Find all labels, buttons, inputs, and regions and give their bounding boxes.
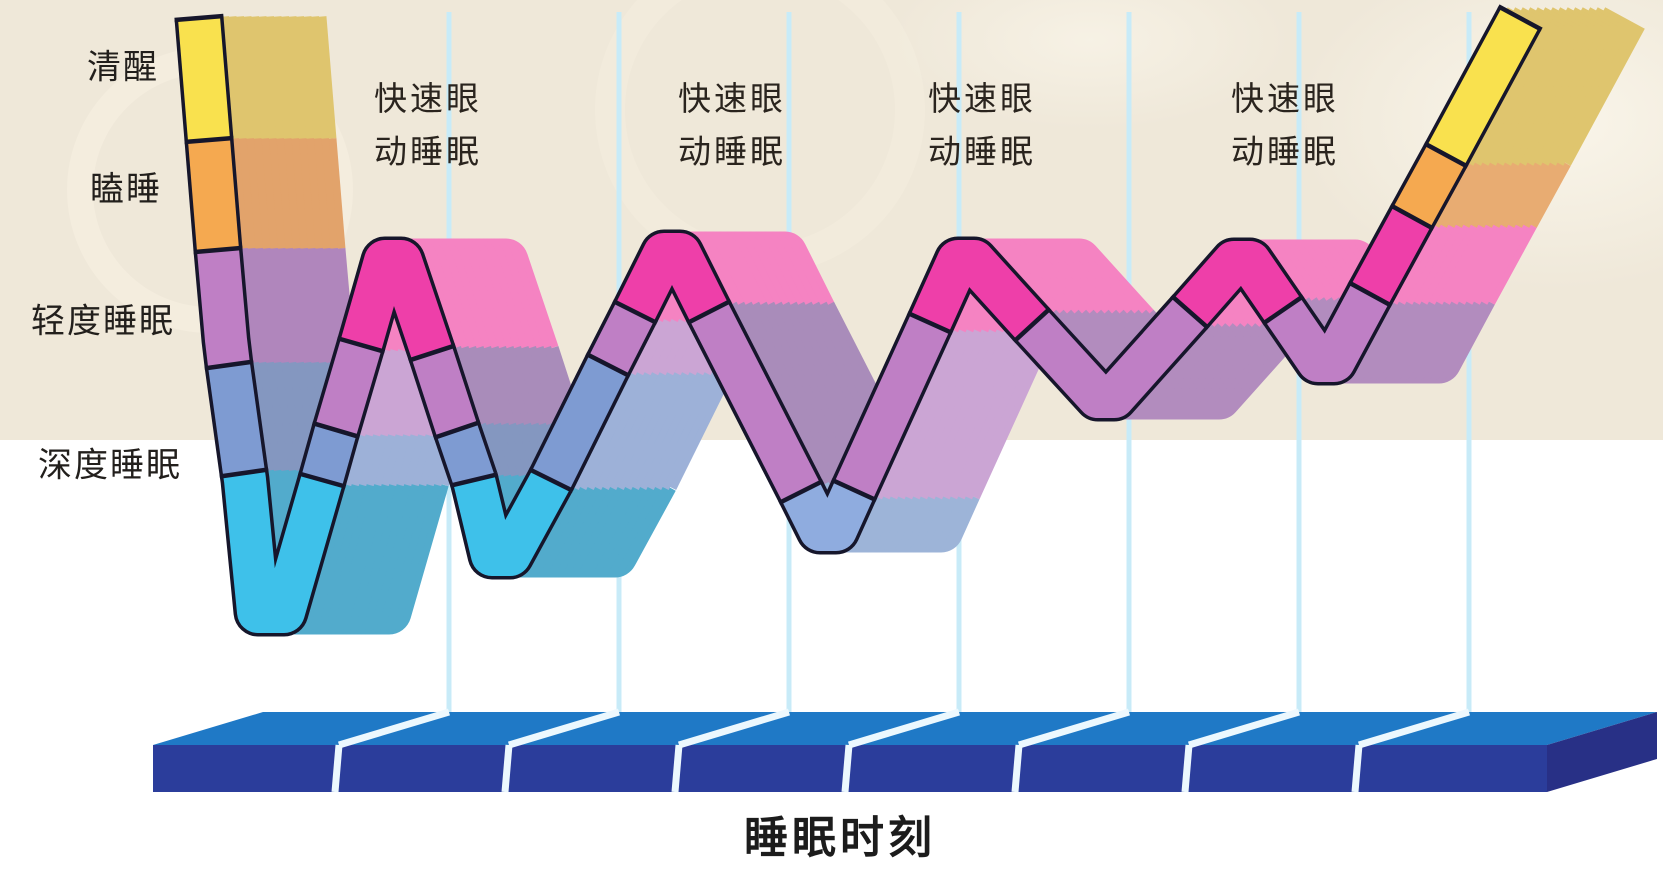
platform-segment-gap xyxy=(841,744,853,793)
rem-label-2-line1: 快速眼 xyxy=(678,81,786,118)
stage-label-light-sleep: 轻度睡眠 xyxy=(31,303,175,341)
stage-boundary-tick xyxy=(184,135,234,145)
ribbon-segment-light xyxy=(315,339,382,436)
ribbon-segment-deep-light xyxy=(782,481,874,551)
platform-segment-gap xyxy=(677,708,791,749)
light-glow xyxy=(890,0,1290,130)
ribbon-segment-awake xyxy=(1427,8,1539,165)
stage-boundary-tick xyxy=(433,419,481,441)
stage-boundary-tick xyxy=(408,343,456,363)
stage-boundary-tick xyxy=(1347,280,1393,308)
stage-boundary-tick xyxy=(1170,294,1210,330)
ribbon-segment-rem xyxy=(340,240,452,360)
stage-boundary-tick xyxy=(1423,141,1469,169)
stage-boundary-tick xyxy=(193,245,243,255)
ribbon-segment-rem xyxy=(1351,206,1431,305)
ribbon-segment-transition xyxy=(437,423,494,487)
ribbon-segment-rem xyxy=(616,233,728,322)
platform-segment-gap xyxy=(1357,708,1471,749)
stage-boundary-tick xyxy=(1012,306,1052,344)
platform-segment-gap xyxy=(507,708,621,749)
stage-boundary-tick xyxy=(1389,203,1435,231)
stage-boundary-tick xyxy=(612,299,658,325)
ribbon-segment-light xyxy=(412,346,477,437)
rem-label-4-line1: 快速眼 xyxy=(1231,81,1339,118)
stage-label-awake: 清醒 xyxy=(87,50,159,87)
platform-segment-gap xyxy=(1181,744,1193,793)
stage-boundary-tick xyxy=(219,467,269,479)
stage-boundary-tick xyxy=(297,471,347,489)
ribbon-segment-transition xyxy=(208,362,265,476)
stage-boundary-tick xyxy=(830,477,878,503)
ribbon-segment-light xyxy=(690,302,820,502)
stage-boundary-tick xyxy=(204,359,254,371)
rem-label-1-line1: 快速眼 xyxy=(374,81,482,118)
stage-label-drowsy: 瞌睡 xyxy=(90,172,162,209)
rem-label-2-line2: 动睡眠 xyxy=(678,135,786,171)
stage-boundary-tick xyxy=(585,351,631,379)
rem-label-3-line1: 快速眼 xyxy=(928,81,1036,118)
ribbon-segment-awake xyxy=(178,16,230,142)
stage-boundary-tick xyxy=(686,298,732,326)
stage-boundary-tick xyxy=(336,336,386,354)
ribbon-segment-rem xyxy=(1174,241,1301,326)
ribbon-segment-deep xyxy=(453,469,570,576)
stage-boundary-tick xyxy=(906,310,954,336)
platform-segment-gap xyxy=(1187,708,1301,749)
rem-label-1-line2: 动睡眠 xyxy=(374,135,482,171)
platform-segment-gap xyxy=(501,744,513,793)
ribbon-segment-light xyxy=(589,302,654,375)
rem-label-3-line2: 动睡眠 xyxy=(928,135,1036,171)
ribbon-segment-deep xyxy=(223,459,343,633)
ribbon-segment-light xyxy=(1016,298,1206,418)
rem-label-4-line2: 动睡眠 xyxy=(1231,135,1339,171)
stage-boundary-tick xyxy=(449,472,499,488)
ribbon-segment-transition xyxy=(301,424,357,486)
stage-boundary-tick xyxy=(1497,4,1543,32)
platform-segment-gap xyxy=(1351,744,1363,793)
platform-segment-gap xyxy=(1017,708,1131,749)
ribbon-segment-transition xyxy=(532,355,627,490)
platform-segment-gap xyxy=(331,744,343,793)
x-axis-title: 睡眠时刻 xyxy=(744,814,936,863)
stage-boundary-tick xyxy=(174,13,224,23)
platform-segment-gap xyxy=(847,708,961,749)
platform-segment-gap xyxy=(1011,744,1023,793)
ribbon-segment-drowsy xyxy=(188,138,239,252)
ribbon-segment-light xyxy=(197,248,250,368)
ribbon-color-band xyxy=(178,8,1539,633)
stage-boundary-tick xyxy=(311,420,361,440)
platform-side-face xyxy=(1547,712,1657,792)
stage-boundary-tick xyxy=(778,479,824,505)
platform-segment-gap xyxy=(671,744,683,793)
ribbon-segment-light xyxy=(834,314,950,499)
ribbon-segment-drowsy xyxy=(1393,144,1465,228)
platform-segment-gap xyxy=(337,708,451,749)
stage-boundary-tick xyxy=(528,467,574,493)
stage-label-deep-sleep: 深度睡眠 xyxy=(38,447,182,485)
ribbon-segment-light xyxy=(1265,284,1389,382)
stage-boundary-ticks xyxy=(174,4,1543,505)
stage-boundary-tick xyxy=(1261,294,1305,326)
ribbon-segment-rem xyxy=(910,240,1048,340)
time-axis-platform xyxy=(153,708,1657,793)
